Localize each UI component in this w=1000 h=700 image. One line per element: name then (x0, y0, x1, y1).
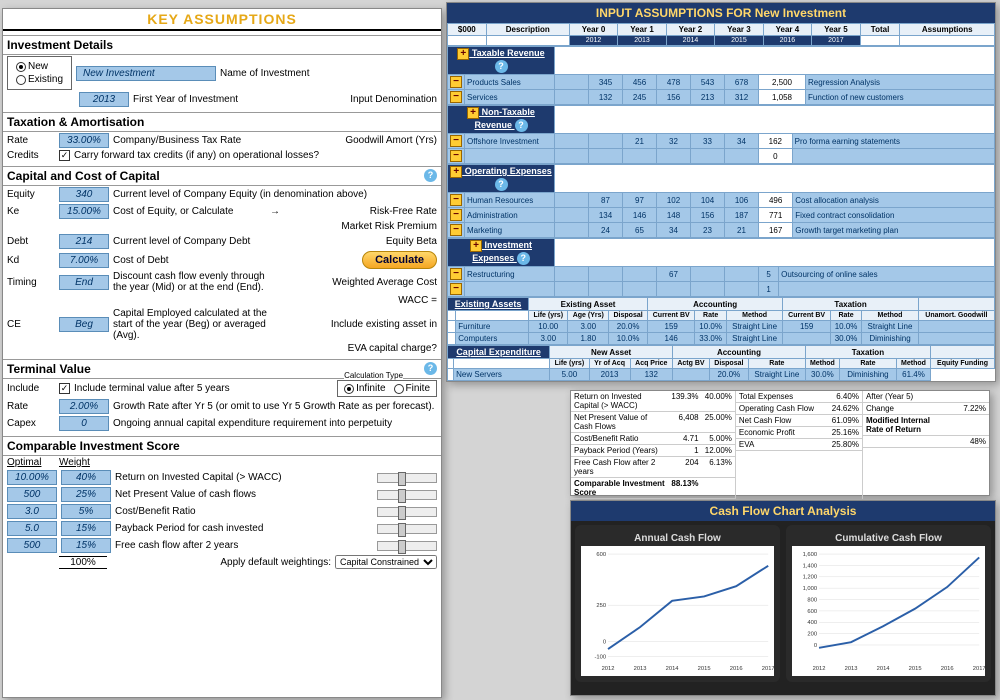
svg-text:600: 600 (807, 609, 817, 615)
radio-existing[interactable]: Existing (16, 74, 63, 85)
expand-icon[interactable]: + (450, 166, 462, 178)
radio-new[interactable]: New (16, 61, 63, 72)
collapse-icon[interactable]: − (450, 91, 462, 103)
svg-text:2016: 2016 (941, 666, 954, 672)
tv-rate-input[interactable]: 2.00% (59, 399, 109, 414)
key-assumptions-panel: KEY ASSUMPTIONS Investment Details New E… (2, 8, 442, 698)
svg-text:600: 600 (596, 552, 606, 558)
svg-text:2015: 2015 (698, 666, 711, 672)
debt-input[interactable]: 214 (59, 234, 109, 249)
expand-icon[interactable]: + (470, 240, 482, 252)
weight-slider[interactable] (377, 490, 437, 500)
collapse-icon[interactable]: − (450, 150, 462, 162)
svg-text:0: 0 (603, 640, 606, 646)
cumulative-cashflow-chart: Cumulative Cash Flow 02004006008001,0001… (786, 525, 991, 682)
tv-include-checkbox[interactable]: ✓ (59, 383, 70, 394)
charts-title: Cash Flow Chart Analysis (571, 501, 995, 521)
svg-text:800: 800 (807, 597, 817, 603)
weight-slider[interactable] (377, 507, 437, 517)
svg-text:1,600: 1,600 (803, 552, 817, 558)
svg-text:250: 250 (596, 603, 606, 609)
calculate-button[interactable]: Calculate (362, 251, 437, 269)
cis-weight[interactable]: 5% (61, 504, 111, 519)
ke-input[interactable]: 15.00% (59, 204, 109, 219)
cis-weight[interactable]: 15% (61, 538, 111, 553)
sect-capital: Capital and Cost of Capital? (3, 166, 441, 186)
weight-slider[interactable] (377, 473, 437, 483)
collapse-icon[interactable]: − (450, 268, 462, 280)
cis-optimal[interactable]: 500 (7, 487, 57, 502)
svg-text:2012: 2012 (813, 666, 826, 672)
weight-slider[interactable] (377, 524, 437, 534)
cis-weight[interactable]: 40% (61, 470, 111, 485)
investment-name-input[interactable]: New Investment (76, 66, 216, 81)
ia-title: INPUT ASSUMPTIONS FOR New Investment (447, 3, 995, 23)
credits-checkbox[interactable]: ✓ (59, 150, 70, 161)
input-assumptions-panel: INPUT ASSUMPTIONS FOR New Investment $00… (446, 2, 996, 382)
cis-optimal[interactable]: 10.00% (7, 470, 57, 485)
collapse-icon[interactable]: − (450, 209, 462, 221)
collapse-icon[interactable]: − (450, 135, 462, 147)
cis-weight[interactable]: 25% (61, 487, 111, 502)
ce-input[interactable]: Beg (59, 317, 109, 332)
svg-text:2015: 2015 (909, 666, 922, 672)
calc-type-group: Calculation Type Infinite Finite (337, 380, 437, 397)
svg-text:2017: 2017 (973, 666, 985, 672)
help-icon[interactable]: ? (515, 119, 528, 132)
svg-text:0: 0 (814, 643, 817, 649)
equity-input[interactable]: 340 (59, 187, 109, 202)
svg-text:1,400: 1,400 (803, 563, 817, 569)
cis-optimal[interactable]: 500 (7, 538, 57, 553)
sect-cis: Comparable Investment Score (3, 436, 441, 456)
cis-weight[interactable]: 15% (61, 521, 111, 536)
weight-slider[interactable] (377, 541, 437, 551)
svg-text:1,200: 1,200 (803, 575, 817, 581)
collapse-icon[interactable]: − (450, 283, 462, 295)
svg-text:-100: -100 (595, 654, 607, 660)
collapse-icon[interactable]: − (450, 76, 462, 88)
help-icon[interactable]: ? (495, 178, 508, 191)
collapse-icon[interactable]: − (450, 194, 462, 206)
help-icon[interactable]: ? (424, 362, 437, 375)
svg-text:2013: 2013 (845, 666, 858, 672)
weighting-select[interactable]: Capital Constrained (335, 555, 437, 569)
svg-text:2014: 2014 (666, 666, 680, 672)
svg-text:2012: 2012 (602, 666, 615, 672)
svg-text:2014: 2014 (877, 666, 891, 672)
svg-text:2013: 2013 (634, 666, 647, 672)
help-icon[interactable]: ? (424, 169, 437, 182)
sect-investment: Investment Details (3, 35, 441, 55)
collapse-icon[interactable]: − (450, 224, 462, 236)
kd-input[interactable]: 7.00% (59, 253, 109, 268)
timing-input[interactable]: End (59, 275, 109, 290)
help-icon[interactable]: ? (495, 60, 508, 73)
sect-tax: Taxation & Amortisation (3, 112, 441, 132)
cis-optimal[interactable]: 5.0 (7, 521, 57, 536)
svg-text:1,000: 1,000 (803, 586, 817, 592)
cis-optimal[interactable]: 3.0 (7, 504, 57, 519)
tv-capex-input[interactable]: 0 (59, 416, 109, 431)
charts-panel: Cash Flow Chart Analysis Annual Cash Flo… (570, 500, 996, 696)
svg-text:200: 200 (807, 632, 817, 638)
first-year-input[interactable]: 2013 (79, 92, 129, 107)
help-icon[interactable]: ? (517, 252, 530, 265)
summary-panel: Return on Invested Capital (> WACC)139.3… (570, 390, 990, 496)
tax-rate-input[interactable]: 33.00% (59, 133, 109, 148)
expand-icon[interactable]: + (467, 107, 479, 119)
annual-cashflow-chart: Annual Cash Flow -1000250600201220132014… (575, 525, 780, 682)
svg-text:400: 400 (807, 620, 817, 626)
ka-title: KEY ASSUMPTIONS (3, 9, 441, 31)
assumptions-table: $000DescriptionYear 0Year 1Year 2Year 3Y… (447, 23, 995, 46)
radio-finite[interactable]: Finite (394, 383, 430, 394)
expand-icon[interactable]: + (457, 48, 469, 60)
svg-text:2016: 2016 (730, 666, 743, 672)
svg-text:2017: 2017 (762, 666, 774, 672)
radio-infinite[interactable]: Infinite (344, 383, 385, 394)
